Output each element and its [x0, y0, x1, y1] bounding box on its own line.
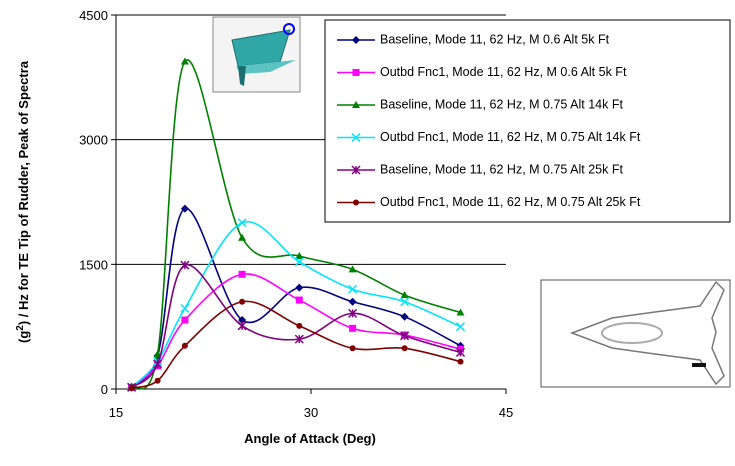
- y-tick-label: 4500: [79, 8, 108, 23]
- rudder-thumbnail: [213, 17, 300, 92]
- rudder-highlight: [692, 363, 706, 367]
- marker: [349, 325, 356, 332]
- marker: [349, 298, 357, 306]
- y-tick-label: 0: [101, 382, 108, 397]
- marker: [401, 313, 409, 321]
- marker: [181, 317, 188, 324]
- x-axis-title: Angle of Attack (Deg): [244, 431, 376, 446]
- marker: [155, 378, 161, 384]
- marker: [402, 345, 408, 351]
- marker: [457, 323, 465, 331]
- y-axis-title-part: (g: [16, 331, 31, 343]
- marker: [458, 359, 464, 365]
- legend-label: Baseline, Mode 11, 62 Hz, M 0.75 Alt 25k…: [380, 162, 623, 176]
- marker: [238, 234, 246, 241]
- thumbnail-frame: [541, 280, 730, 387]
- marker: [181, 304, 189, 312]
- x-tick-label: 45: [499, 405, 513, 420]
- x-tick-label: 15: [109, 405, 123, 420]
- marker: [296, 323, 302, 329]
- marker: [239, 271, 246, 278]
- series-line: [132, 274, 461, 387]
- marker: [182, 343, 188, 349]
- marker: [349, 285, 357, 293]
- marker: [295, 284, 303, 292]
- chart: Angle of Attack (Deg) (g2) / Hz for TE T…: [0, 0, 735, 461]
- legend-label: Baseline, Mode 11, 62 Hz, M 0.75 Alt 14k…: [380, 97, 623, 111]
- marker: [238, 219, 246, 227]
- marker: [238, 322, 246, 330]
- marker: [181, 58, 189, 65]
- x-tick-label: 30: [304, 405, 318, 420]
- marker: [239, 299, 245, 305]
- legend-label: Baseline, Mode 11, 62 Hz, M 0.6 Alt 5k F…: [380, 32, 610, 46]
- y-tick-label: 1500: [79, 257, 108, 272]
- y-tick-label: 3000: [79, 133, 108, 148]
- legend-label: Outbd Fnc1, Mode 11, 62 Hz, M 0.6 Alt 5k…: [380, 65, 627, 79]
- marker: [129, 385, 135, 391]
- legend-label: Outbd Fnc1, Mode 11, 62 Hz, M 0.75 Alt 2…: [380, 195, 641, 209]
- marker: [350, 345, 356, 351]
- legend-label: Outbd Fnc1, Mode 11, 62 Hz, M 0.75 Alt 1…: [380, 130, 641, 144]
- aircraft-thumbnail: [541, 280, 730, 387]
- marker: [296, 297, 303, 304]
- marker: [353, 200, 359, 206]
- legend-box: [325, 20, 730, 222]
- y-axis-title-part: ) / Hz for TE Tip of Rudder, Peak of Spe…: [16, 60, 31, 325]
- marker: [353, 69, 360, 76]
- marker: [401, 298, 409, 306]
- legend: Baseline, Mode 11, 62 Hz, M 0.6 Alt 5k F…: [325, 20, 730, 222]
- y-axis-title: (g2) / Hz for TE Tip of Rudder, Peak of …: [15, 60, 31, 343]
